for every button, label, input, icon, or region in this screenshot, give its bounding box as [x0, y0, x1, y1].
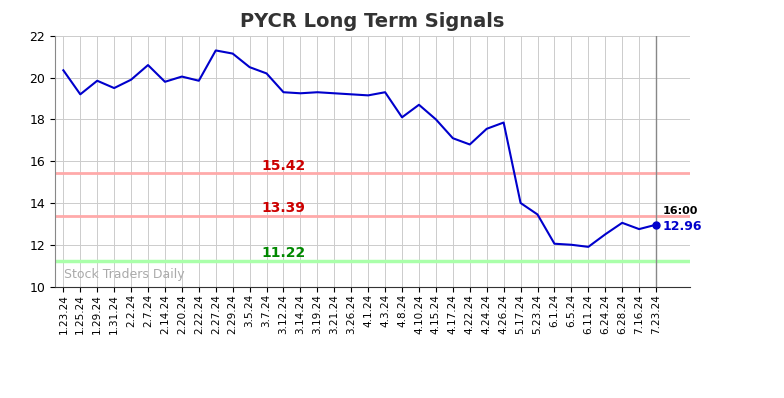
Text: Stock Traders Daily: Stock Traders Daily	[64, 268, 184, 281]
Text: 16:00: 16:00	[662, 206, 699, 216]
Text: 15.42: 15.42	[261, 158, 306, 173]
Text: 11.22: 11.22	[261, 246, 306, 260]
Text: 13.39: 13.39	[262, 201, 306, 215]
Title: PYCR Long Term Signals: PYCR Long Term Signals	[240, 12, 505, 31]
Text: 12.96: 12.96	[662, 220, 702, 233]
